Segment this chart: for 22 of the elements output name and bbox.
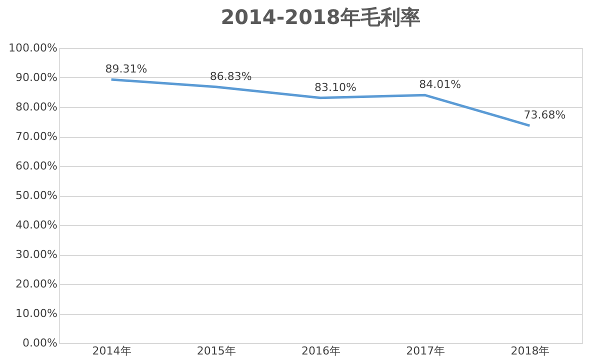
x-tick-label: 2014年 (92, 344, 132, 358)
x-tick-label: 2016年 (302, 344, 340, 358)
y-tick-label: 20.00% (16, 278, 58, 290)
chart-title: 2014-2018年毛利率 (220, 5, 420, 29)
y-tick-label: 10.00% (16, 307, 58, 320)
y-tick-label: 70.00% (16, 130, 58, 143)
y-tick-label: 50.00% (16, 189, 58, 202)
x-tick-label: 2018年 (510, 344, 550, 358)
y-tick-label: 100.00% (8, 42, 58, 54)
y-tick-label: 40.00% (16, 218, 58, 232)
data-label: 73.68% (524, 108, 566, 122)
y-tick-label: 90.00% (16, 71, 58, 84)
data-label: 89.31% (105, 62, 148, 76)
y-tick-label: 60.00% (16, 160, 58, 172)
data-label: 86.83% (210, 70, 252, 83)
x-tick-label: 2017年 (406, 344, 446, 358)
y-tick-label: 30.00% (16, 248, 58, 261)
y-tick-label: 80.00% (16, 100, 58, 114)
data-label: 83.10% (314, 80, 356, 94)
x-tick-label: 2015年 (196, 344, 236, 358)
data-label: 84.01% (419, 78, 462, 92)
y-tick-label: 0.00% (22, 336, 58, 350)
